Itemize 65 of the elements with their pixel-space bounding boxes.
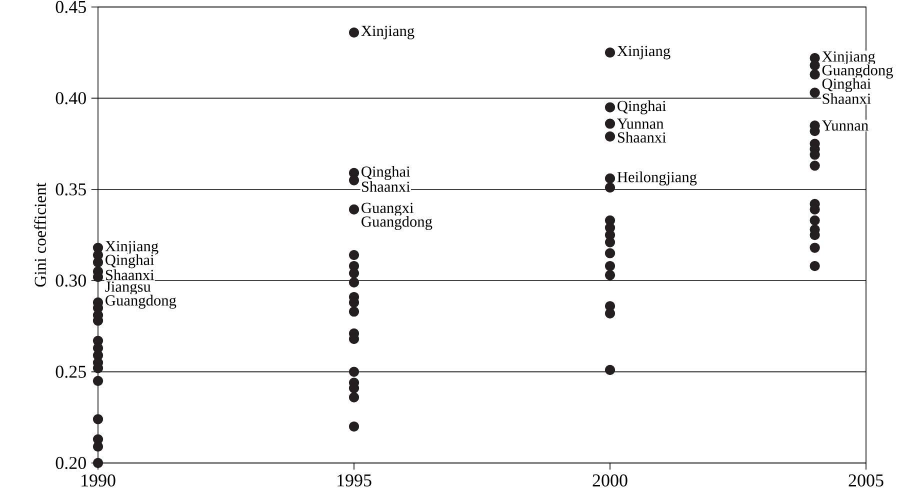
annotation: Xinjiang [361,26,414,40]
annotation: Guangdong [822,64,894,79]
point [810,60,820,70]
annotation: Shaanxi [822,93,871,104]
x-tick-label: 1995 [338,474,372,486]
point [348,250,360,260]
point [348,306,360,317]
point [604,237,616,248]
annotation: Qinghai [362,166,410,180]
annotation: Guangxi [362,202,414,216]
point [604,48,616,58]
x-tick-label: 2005 [848,474,884,487]
y-tick-label: 0.35 [56,183,86,196]
x-tick-label: 1990 [82,474,116,487]
point [604,248,616,258]
point [604,102,616,112]
annotation: Shaanxi [618,132,666,143]
annotation: Jiangsu [105,282,151,295]
point [810,160,820,171]
annotation: Xinjiang [617,46,670,60]
point [604,308,616,318]
point [604,173,616,184]
point [92,376,104,386]
point [604,364,616,376]
point [348,268,360,278]
point [348,277,360,288]
point [810,69,820,80]
point [604,182,616,193]
point [810,242,820,253]
y-tick-label: 0.30 [56,274,86,287]
point [348,175,360,186]
annotation: Xinjiang [105,241,158,254]
annotation: Shaanxi [106,269,154,280]
annotation: Heilongjiang [617,171,697,186]
point [810,260,820,272]
annotation: Xinjiang [822,51,876,65]
point [604,270,616,280]
y-tick-label: 0.40 [56,92,86,104]
x-tick-label: 2000 [592,474,628,487]
annotation: Guangdong [362,216,432,230]
point [604,118,616,129]
annotation: Qinghai [106,254,154,268]
y-tick-label: 0.45 [56,0,86,14]
point [92,442,104,452]
point [348,204,360,215]
point [810,88,820,98]
point [92,257,104,268]
point [604,260,616,272]
point [348,421,360,432]
point [92,414,104,424]
y-axis-title: Gini coefficient [34,182,46,287]
y-tick-label: 0.20 [56,456,86,470]
point [348,392,360,402]
annotation: Yunnan [617,118,664,129]
point [604,131,616,142]
annotation: Qinghai [618,100,666,114]
point [348,27,360,38]
y-tick-label: 0.25 [56,366,86,378]
point [810,215,820,226]
annotation: Guangdong [106,294,176,309]
annotation: Qinghai [822,78,871,92]
annotation: Shaanxi [362,181,410,192]
point [348,366,360,377]
annotation: Yunnan [822,120,868,131]
point [92,458,104,468]
